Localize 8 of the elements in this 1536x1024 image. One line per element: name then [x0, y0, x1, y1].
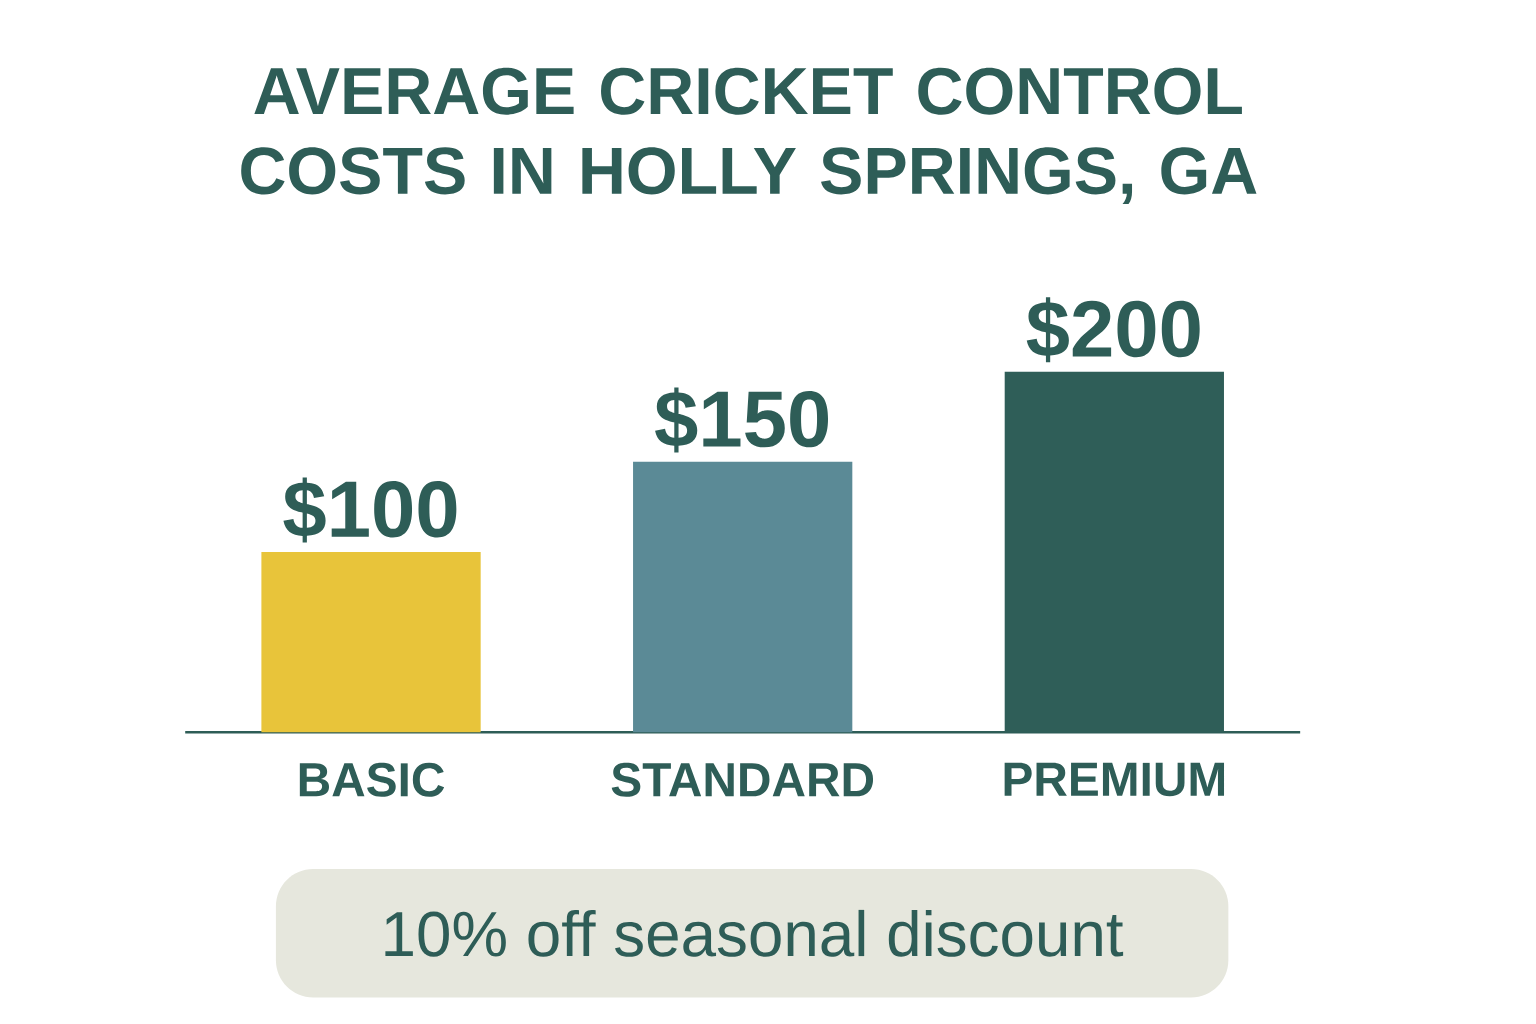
x-tick-label: PREMIUM	[1004, 762, 1225, 797]
chart-title: AVERAGE CRICKET CONTROL COSTS IN HOLLY SPRINGS, GA	[241, 67, 1257, 205]
data-label: $200	[1026, 297, 1200, 363]
data-label: $150	[655, 387, 829, 453]
x-tick-label: STANDARD	[611, 762, 874, 797]
data-label: $100	[283, 477, 457, 543]
x-tick-label: BASIC	[299, 762, 445, 797]
text: 10% off seasonal discount	[385, 909, 1124, 957]
